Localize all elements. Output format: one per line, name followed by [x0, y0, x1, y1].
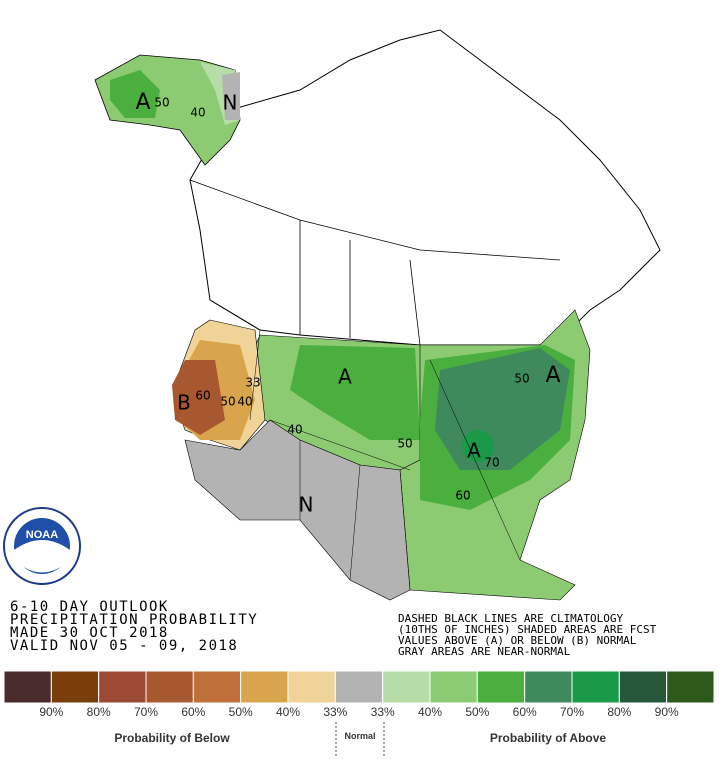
- west-core-below: [172, 360, 225, 435]
- note-line: VALUES ABOVE (A) OR BELOW (B) NORMAL: [398, 634, 637, 647]
- map-label: 60: [195, 389, 210, 403]
- legend-swatch: [618, 670, 668, 704]
- legend-swatch: [429, 670, 478, 704]
- legend-swatch: [524, 670, 573, 704]
- notes: DASHED BLACK LINES ARE CLIMATOLOGY(10THS…: [398, 612, 657, 658]
- above-caption: Probability of Above: [490, 731, 607, 745]
- note-line: (10THS OF INCHES) SHADED AREAS ARE FCST: [398, 623, 657, 636]
- legend-label: 90%: [39, 705, 63, 719]
- logo-text: NOAA: [26, 529, 58, 541]
- legend-swatch: [382, 670, 431, 704]
- map-label: A: [545, 363, 560, 388]
- map-label: A: [467, 439, 481, 463]
- provinces: [189, 179, 561, 346]
- note-line: DASHED BLACK LINES ARE CLIMATOLOGY: [398, 612, 624, 625]
- legend-swatch: [476, 670, 526, 704]
- legend-label: 80%: [87, 705, 111, 719]
- below-caption: Probability of Below: [114, 731, 230, 745]
- legend-label: 50%: [465, 705, 489, 719]
- legend-label: 90%: [655, 705, 679, 719]
- map-label: 50: [397, 437, 412, 451]
- map-label: 50: [220, 395, 235, 409]
- state-lines: [249, 329, 521, 581]
- map-label: N: [223, 91, 238, 115]
- map-label: 70: [484, 456, 499, 470]
- map-label: 40: [190, 106, 205, 120]
- legend-label: 33%: [371, 705, 395, 719]
- legend-swatch: [287, 670, 336, 704]
- alaska-normal: [222, 72, 240, 120]
- alaska-core: [110, 70, 160, 118]
- legend-swatch: [571, 670, 620, 704]
- legend-label: 33%: [323, 705, 347, 719]
- plains-core: [290, 345, 420, 440]
- legend-label: 70%: [560, 705, 584, 719]
- header-line: VALID NOV 05 - 09, 2018: [10, 638, 238, 654]
- map-label: B: [177, 391, 191, 415]
- note-line: GRAY AREAS ARE NEAR-NORMAL: [398, 645, 571, 658]
- legend-swatch: [98, 670, 147, 704]
- legend-label: 40%: [418, 705, 442, 719]
- map-label: 33: [245, 376, 260, 390]
- header-line: 6-10 DAY OUTLOOK: [10, 599, 169, 615]
- map-label: 60: [455, 489, 470, 503]
- legend-swatch: [145, 670, 194, 704]
- legend-swatch: [666, 670, 715, 704]
- map-label: 40: [287, 423, 302, 437]
- legend-swatch: [334, 670, 384, 704]
- normal-caption: Normal: [344, 731, 375, 741]
- map-label: 50: [154, 96, 169, 110]
- legend-label: 80%: [607, 705, 631, 719]
- legend-label: 50%: [229, 705, 253, 719]
- map-label: A: [338, 365, 352, 389]
- legend-label: 40%: [276, 705, 300, 719]
- legend-swatch: [3, 670, 52, 704]
- header-line: MADE 30 OCT 2018: [10, 625, 169, 641]
- legend-swatch: [192, 670, 242, 704]
- logo-gull: [14, 540, 70, 573]
- map-label: 50: [514, 372, 529, 386]
- legend-label: 60%: [181, 705, 205, 719]
- map-label: A: [135, 90, 150, 115]
- legend: 90% 80% 70% 60% 50% 40% 33% 33% 40% 50% 60% 70% 80% 9…: [3, 670, 715, 719]
- header-line: PRECIPITATION PROBABILITY: [10, 612, 258, 628]
- map-label: 40: [237, 395, 252, 409]
- legend-swatch: [240, 670, 289, 704]
- legend-label: 70%: [134, 705, 158, 719]
- legend-swatch: [50, 670, 100, 704]
- east-peak: [462, 430, 494, 462]
- map-label: N: [299, 493, 314, 517]
- legend-label: 60%: [513, 705, 537, 719]
